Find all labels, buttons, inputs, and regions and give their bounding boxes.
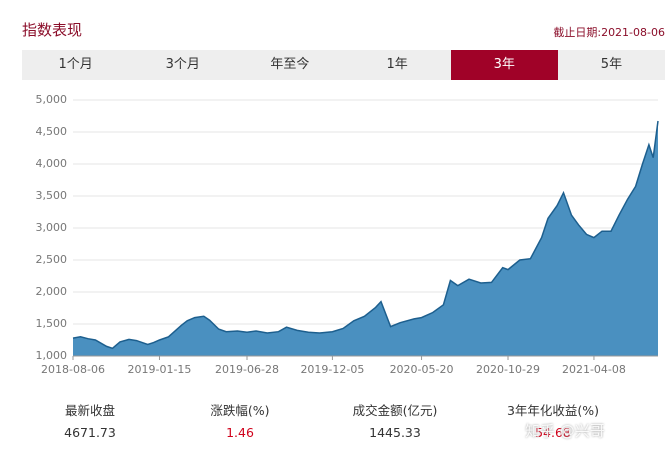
x-tick-label: 2019-01-15	[128, 363, 192, 376]
x-tick-label: 2019-12-05	[300, 363, 364, 376]
y-tick-label: 3,000	[36, 221, 68, 234]
stat-label: 涨跌幅(%)	[210, 403, 270, 418]
x-tick-label: 2020-10-29	[476, 363, 540, 376]
y-tick-label: 1,500	[36, 317, 68, 330]
stat-value: 54.68	[535, 425, 571, 440]
tab-bar: 1个月 3个月 年至今 1年 3年 5年	[22, 50, 665, 80]
tab[interactable]: 1个月	[58, 57, 93, 72]
tab[interactable]: 1年	[386, 57, 408, 72]
y-tick-label: 4,500	[36, 125, 68, 138]
stat-label: 最新收盘	[64, 403, 115, 418]
y-tick-label: 1,000	[36, 349, 68, 362]
y-tick-label: 3,500	[36, 189, 68, 202]
watermark: 知乎 @兴哥	[525, 422, 605, 440]
stat-label: 3年年化收益(%)	[506, 403, 600, 418]
tab-active[interactable]: 3年	[450, 50, 558, 80]
x-tick-label: 2020-05-20	[390, 363, 454, 376]
x-tick-label: 2019-06-28	[215, 363, 279, 376]
y-tick-label: 2,000	[36, 285, 68, 298]
x-tick-label: 2021-04-08	[562, 363, 626, 376]
as-of-date: 截止日期:2021-08-06	[553, 26, 665, 39]
stat-value: 4671.73	[64, 425, 116, 440]
title: 指数表现	[22, 21, 83, 39]
y-tick-label: 2,500	[36, 253, 68, 266]
area	[73, 121, 658, 356]
y-tick-label: 4,000	[36, 157, 68, 170]
line	[72, 120, 659, 350]
y-tick-label: 5,000	[36, 93, 68, 106]
chart: 1,000 1,500 2,000 2,500 3,000 3,500 4,000 4,500…	[36, 93, 659, 376]
stat-value: 1445.33	[369, 425, 421, 440]
x-tick-label: 2018-08-06	[41, 363, 105, 376]
stat-label: 成交金额(亿元)	[352, 403, 438, 418]
tab[interactable]: 年至今	[270, 57, 310, 72]
tab[interactable]: 5年	[600, 57, 623, 72]
stat-value: 1.46	[226, 425, 254, 440]
tab[interactable]: 3个月	[165, 57, 200, 72]
